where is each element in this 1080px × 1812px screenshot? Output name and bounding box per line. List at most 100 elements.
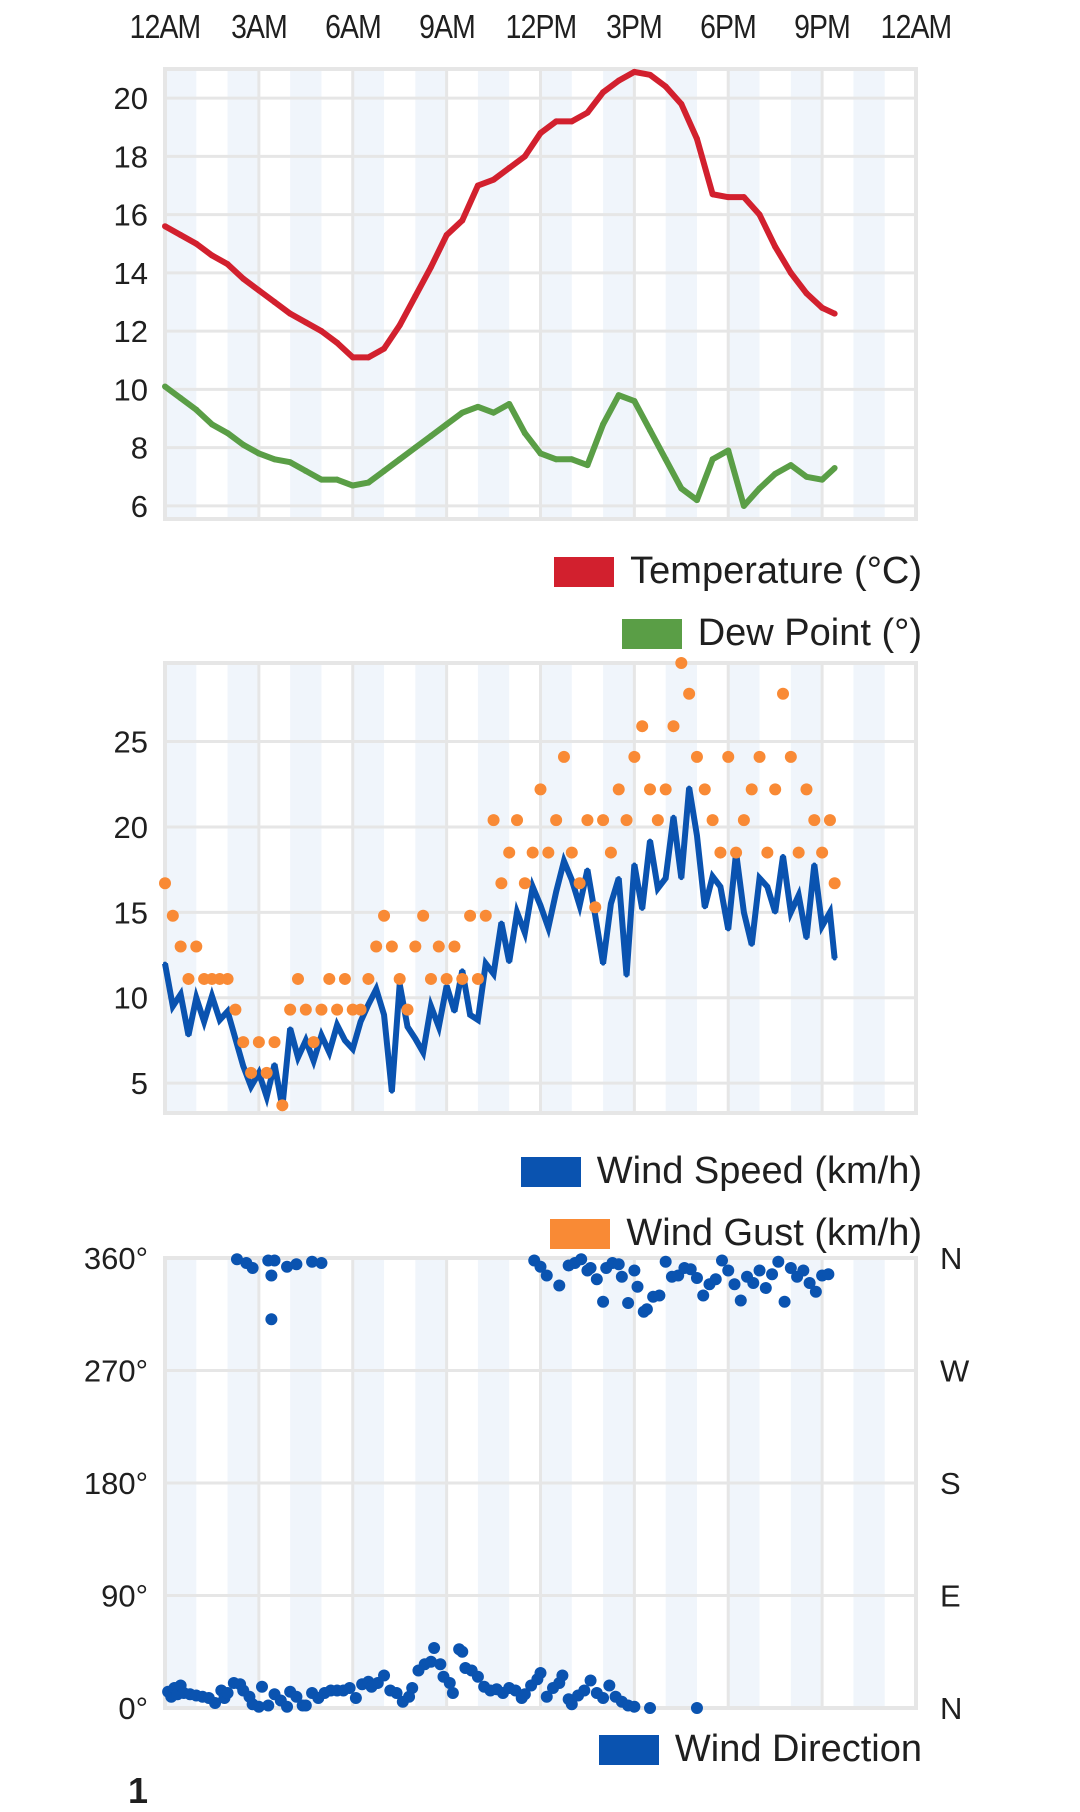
wind-direction-dot: [759, 1282, 772, 1294]
temperature-point: [615, 77, 622, 84]
wind-direction-dot: [565, 1698, 578, 1711]
legend-wind-gust: Wind Gust (km/h): [550, 1212, 922, 1255]
y-tick-label: 14: [114, 256, 148, 291]
wind-gust-dot: [737, 814, 750, 827]
wind-direction-dot: [575, 1253, 588, 1266]
wind-gust-dot: [823, 814, 836, 827]
wind-speed-point: [163, 961, 167, 966]
wind-direction-dot: [290, 1258, 303, 1271]
temperature-point: [459, 217, 466, 224]
wind-speed-point: [749, 942, 754, 947]
wind-gust-dot: [370, 940, 383, 953]
wind-gust-dot: [722, 750, 735, 763]
wind-speed-point: [718, 884, 723, 889]
wind-direction-dot: [590, 1273, 603, 1286]
wind-speed-point: [209, 994, 214, 999]
wind-direction-dot: [428, 1642, 441, 1654]
wind-direction-dot: [349, 1692, 362, 1704]
legend-wind-speed: Wind Speed (km/h): [520, 1150, 922, 1193]
wind-gust-dot: [190, 940, 203, 953]
wind-speed-point: [241, 1064, 246, 1069]
wind-speed-point: [491, 971, 496, 976]
hour-band: [477, 69, 510, 519]
wind-direction-dot: [534, 1667, 547, 1679]
wind-speed-point: [264, 1094, 269, 1099]
wind-speed-point: [804, 935, 809, 940]
wind-direction-dot: [306, 1255, 319, 1268]
temperature-point: [600, 89, 607, 96]
wind-speed-point: [389, 1089, 394, 1094]
wind-direction-chart: 0° N 90° E 180° S 270° W 360° N: [84, 1241, 970, 1726]
wind-speed-point: [694, 833, 699, 838]
plot-background: [163, 1256, 918, 1710]
temperature-point: [831, 310, 838, 317]
temperature-dewpoint-chart: 6 8 10 12 14 16 18 20: [114, 67, 918, 524]
wind-speed-point: [687, 785, 692, 790]
wind-gust-dot: [291, 972, 304, 985]
wind-gust-dot: [714, 846, 727, 859]
wind-speed-point: [178, 992, 183, 997]
compass-direction-label: E: [940, 1579, 961, 1614]
wind-speed-point: [577, 903, 582, 908]
legend-temperature-label: Temperature (°C): [630, 550, 922, 592]
legend-dew-point-label: Dew Point (°): [697, 612, 922, 654]
temperature-point: [177, 232, 184, 239]
temperature-point: [506, 165, 513, 172]
wind-speed-point: [788, 910, 793, 915]
wind-gust-dot: [698, 783, 711, 796]
wind-speed-point: [335, 1023, 340, 1028]
temperature-point: [553, 118, 560, 125]
wind-speed-point: [170, 1004, 175, 1009]
wind-gust-dot: [644, 783, 657, 796]
wind-gust-dot: [252, 1036, 265, 1049]
wind-speed-point: [413, 1036, 418, 1041]
temperature-point: [693, 135, 700, 142]
temperature-point: [568, 118, 575, 125]
wind-direction-dot: [628, 1264, 641, 1277]
dew_point-point: [365, 479, 372, 486]
wind-gust-dot: [338, 972, 351, 985]
wind-direction-dot: [315, 1257, 328, 1269]
y-tick-label: 6: [131, 489, 148, 524]
compass-direction-label: S: [940, 1466, 961, 1501]
wind-gust-dot: [479, 909, 492, 922]
dew_point-point: [334, 476, 341, 483]
wind-speed-point: [436, 1024, 441, 1029]
dew_point-point: [302, 467, 309, 474]
wind-speed-point: [233, 1036, 238, 1041]
wind-gust-dot: [182, 972, 195, 985]
wind-gust-dot: [424, 972, 437, 985]
wind-gust-dot: [448, 940, 461, 953]
dew_point-point: [553, 456, 560, 463]
temperature-swatch: [554, 556, 615, 587]
wind-speed-point: [741, 910, 746, 915]
x-axis-time-labels: 12AM 3AM 6AM 9AM 12PM 3PM 6PM 9PM 12AM: [0, 4, 1080, 48]
wind-gust-dot: [675, 657, 688, 669]
temperature-point: [584, 109, 591, 116]
wind-direction-dot: [684, 1263, 697, 1276]
wind-direction-dot: [471, 1670, 484, 1683]
dew_point-point: [803, 473, 810, 480]
wind-direction-dot: [640, 1303, 653, 1316]
wind-gust-dot: [542, 846, 555, 859]
wind-direction-dot: [628, 1700, 641, 1713]
dew_point-point: [506, 400, 513, 407]
wind-gust-dot: [174, 940, 187, 953]
dew_point-point: [177, 395, 184, 402]
wind-direction-dot: [424, 1655, 437, 1668]
y-tick-label: 180°: [84, 1466, 148, 1501]
wind-gust-dot: [229, 1003, 242, 1016]
wind-direction-dot: [556, 1669, 569, 1682]
wind-gust-dot: [808, 814, 821, 827]
y-tick-label: 20: [114, 81, 148, 116]
wind-direction-dot: [597, 1295, 610, 1308]
wind-direction-dot: [281, 1700, 294, 1713]
dew_point-point: [678, 485, 685, 492]
wind-speed-point: [530, 884, 535, 889]
wind-speed-point: [679, 876, 684, 881]
wind-gust-dot: [651, 814, 664, 827]
wind-gust-swatch: [550, 1218, 611, 1249]
wind-direction-dot: [262, 1699, 275, 1712]
wind-speed-point: [522, 930, 527, 935]
wind-gust-dot: [659, 783, 672, 796]
